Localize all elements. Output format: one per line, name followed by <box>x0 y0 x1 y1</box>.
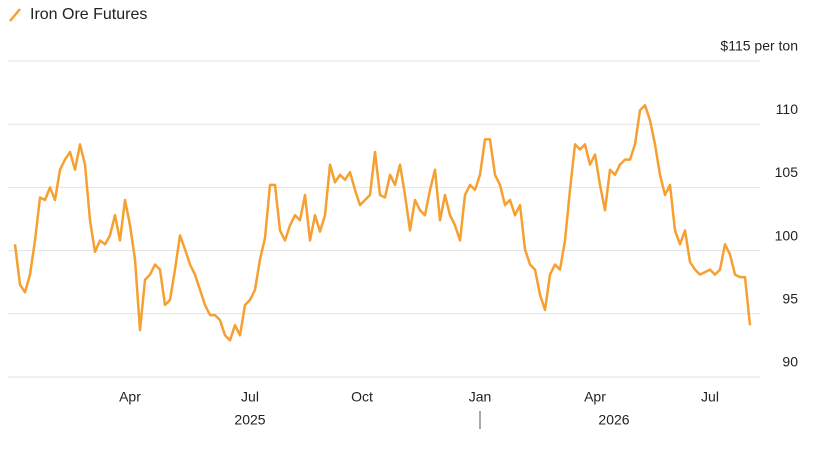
year-label: 2026 <box>598 412 629 428</box>
price-line <box>13 103 752 342</box>
x-tick-label: Oct <box>351 389 373 405</box>
y-tick-label: 100 <box>775 227 799 243</box>
legend-label: Iron Ore Futures <box>30 6 147 23</box>
x-tick-label: Jul <box>701 389 719 405</box>
y-tick-label: 90 <box>782 354 798 370</box>
x-tick-label: Apr <box>119 389 141 405</box>
y-tick-label: $115 per ton <box>720 38 798 54</box>
legend-icon <box>9 8 21 22</box>
x-tick-label: Apr <box>584 389 606 405</box>
y-tick-label: 95 <box>782 291 798 307</box>
x-tick-label: Jul <box>241 389 259 405</box>
y-tick-label: 110 <box>776 101 799 117</box>
year-label: 2025 <box>234 412 265 428</box>
x-tick-label: Jan <box>469 389 492 405</box>
y-tick-label: 105 <box>775 164 799 180</box>
